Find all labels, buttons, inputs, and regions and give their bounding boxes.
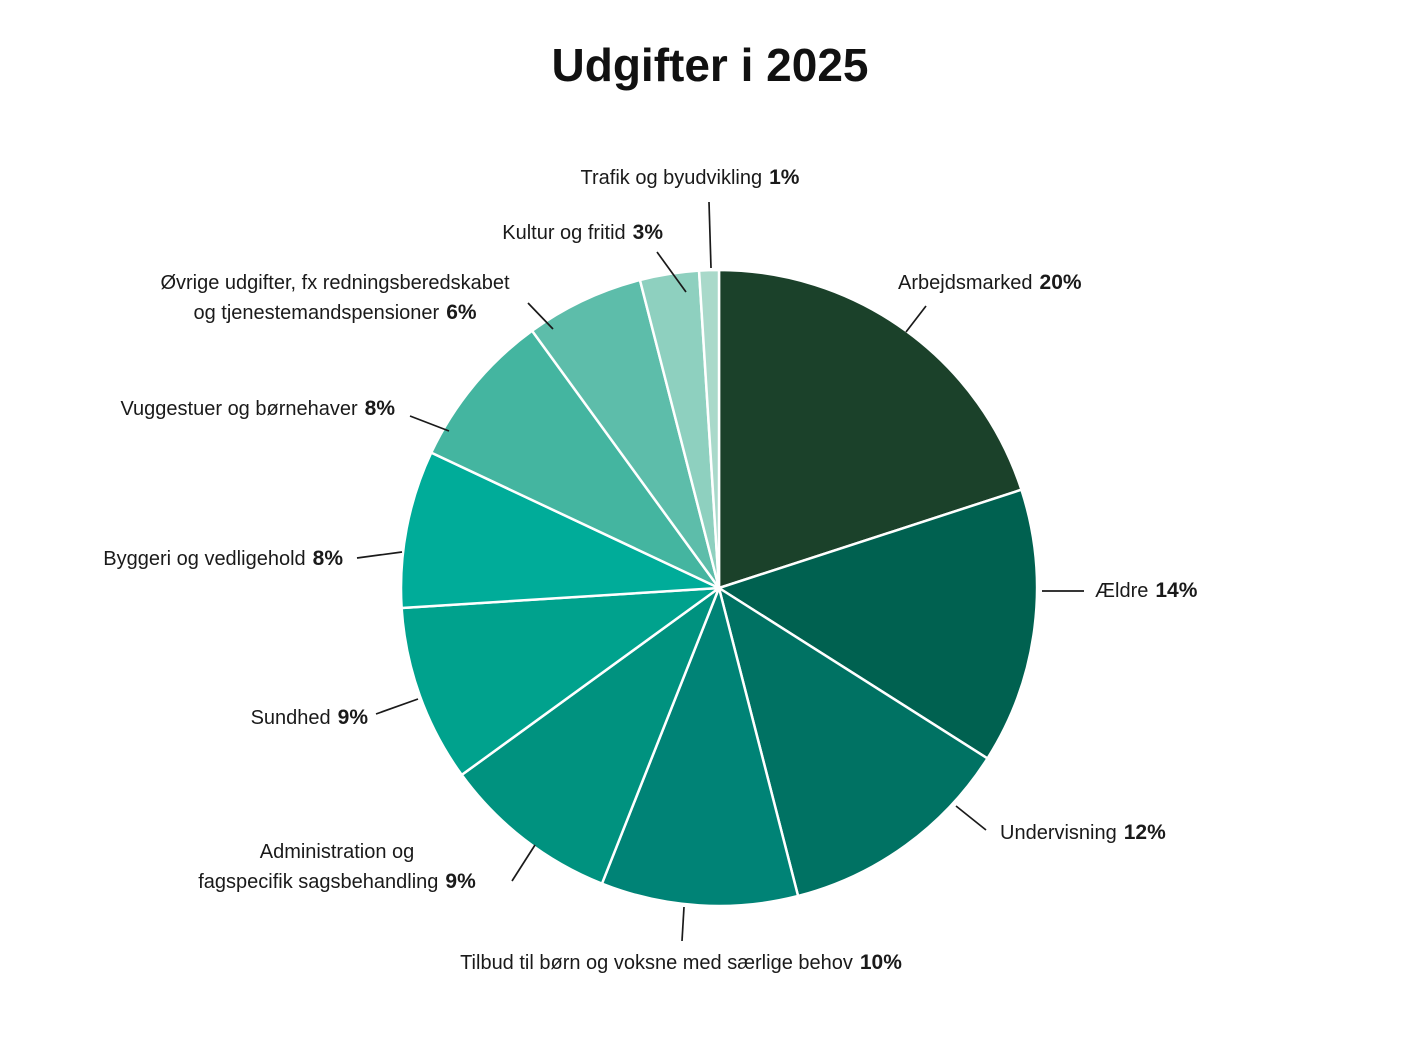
- leader-lines: [356, 201, 1084, 942]
- leader-line-kultur: [656, 251, 687, 293]
- label-administration-line1: Administration og: [259, 841, 415, 863]
- pie-slice-4: [460, 586, 721, 885]
- label-tilbud-pct: 10%: [859, 951, 902, 974]
- label-undervisning: Undervisning 12%: [1000, 818, 1166, 848]
- label-kultur: Kultur og fritid 3%: [413, 218, 663, 248]
- chart-title: Udgifter i 2025: [551, 39, 869, 91]
- label-byggeri-pct: 8%: [312, 547, 343, 570]
- pie-slice-8: [530, 278, 721, 590]
- label-kultur-text: Kultur og fritid: [502, 222, 626, 244]
- label-undervisning-pct: 12%: [1123, 821, 1166, 844]
- leader-line-undervisning: [955, 805, 987, 831]
- pie-slice-6: [399, 451, 721, 610]
- leader-line-arbejdsmarked: [905, 305, 927, 333]
- leader-line-ovrige: [527, 302, 554, 330]
- pie-slice-1: [717, 488, 1039, 760]
- label-trafik-text: Trafik og byudvikling: [580, 167, 763, 189]
- label-byggeri-text: Byggeri og vedligehold: [103, 548, 306, 570]
- leader-line-administration: [511, 844, 536, 882]
- label-ovrige: Øvrige udgifter, fx redningsberedskabet …: [125, 269, 545, 328]
- label-ovrige-pct: 6%: [446, 301, 477, 324]
- label-sundhed-pct: 9%: [337, 706, 368, 729]
- label-ovrige-line2: og tjenestemandspensioner: [193, 302, 440, 324]
- label-administration-line2: fagspecifik sagsbehandling: [198, 871, 439, 893]
- label-aeldre-pct: 14%: [1155, 579, 1198, 602]
- label-arbejdsmarked-pct: 20%: [1039, 271, 1082, 294]
- pie-slices: [399, 268, 1039, 908]
- label-vuggestuer-text: Vuggestuer og børnehaver: [120, 398, 358, 420]
- label-sundhed: Sundhed 9%: [168, 703, 368, 733]
- label-aeldre-text: Ældre: [1095, 580, 1149, 602]
- label-administration-pct: 9%: [445, 870, 476, 893]
- leader-line-sundhed: [375, 698, 419, 715]
- leader-line-trafik: [708, 201, 712, 269]
- pie-slice-2: [717, 586, 989, 898]
- label-trafik: Trafik og byudvikling 1%: [540, 163, 840, 193]
- label-aeldre: Ældre 14%: [1095, 576, 1197, 606]
- pie-slice-3: [600, 586, 800, 908]
- label-undervisning-text: Undervisning: [1000, 822, 1117, 844]
- label-arbejdsmarked-text: Arbejdsmarked: [898, 272, 1033, 294]
- label-administration: Administration og fagspecifik sagsbehand…: [137, 838, 537, 897]
- label-kultur-pct: 3%: [632, 221, 663, 244]
- pie-slice-5: [400, 586, 721, 777]
- label-trafik-pct: 1%: [769, 166, 800, 189]
- label-tilbud: Tilbud til børn og voksne med særlige be…: [431, 948, 931, 978]
- leader-line-byggeri: [356, 551, 403, 559]
- label-sundhed-text: Sundhed: [250, 707, 331, 729]
- leader-line-tilbud: [681, 906, 685, 942]
- label-tilbud-text: Tilbud til børn og voksne med særlige be…: [460, 952, 853, 974]
- label-arbejdsmarked: Arbejdsmarked 20%: [898, 268, 1082, 298]
- label-vuggestuer-pct: 8%: [364, 397, 395, 420]
- pie-slice-7: [430, 329, 721, 590]
- label-ovrige-line1: Øvrige udgifter, fx redningsberedskabet: [160, 272, 510, 294]
- label-vuggestuer: Vuggestuer og børnehaver 8%: [95, 394, 395, 424]
- label-byggeri: Byggeri og vedligehold 8%: [63, 544, 343, 574]
- leader-line-vuggestuer: [409, 415, 450, 432]
- pie-slice-10: [697, 268, 721, 590]
